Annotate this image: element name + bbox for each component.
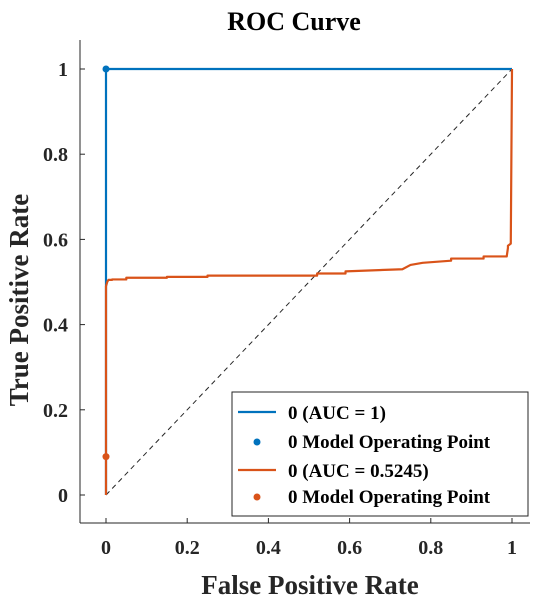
- legend-marker-operating-point-1: [253, 438, 261, 446]
- x-tick-label: 0.6: [337, 537, 362, 559]
- x-tick-label: 0: [101, 537, 111, 559]
- legend-box: [231, 391, 529, 517]
- axes: [79, 40, 530, 524]
- y-tick-label: 0.4: [43, 315, 68, 337]
- chart-title: ROC Curve: [227, 7, 361, 36]
- legend-label-series-1: 0 (AUC = 1): [288, 403, 386, 424]
- plot-lines: [102, 65, 514, 496]
- legend-marker-operating-point-2: [253, 493, 261, 501]
- legend-label-operating-point-1: 0 Model Operating Point: [288, 432, 491, 453]
- diagonal-reference-line: [105, 68, 513, 496]
- y-tick-label: 0: [58, 485, 68, 507]
- x-tick-label: 1: [507, 537, 517, 559]
- y-tick-label: 0.8: [43, 144, 68, 166]
- y-axis-label: True Positive Rate: [4, 194, 34, 406]
- operating-point-series-1: [102, 65, 110, 73]
- x-tick-label: 0.8: [418, 537, 443, 559]
- y-tick-label: 0.2: [43, 400, 68, 422]
- y-tick-label: 1: [58, 59, 68, 81]
- roc-curve-series-2: [104, 68, 514, 495]
- legend-label-series-2: 0 (AUC = 0.5245): [288, 461, 429, 482]
- x-axis-label: False Positive Rate: [201, 570, 418, 600]
- x-tick-label: 0.2: [175, 537, 200, 559]
- legend: 0 (AUC = 1) 0 Model Operating Point 0 (A…: [231, 391, 529, 517]
- legend-label-operating-point-2: 0 Model Operating Point: [288, 487, 491, 508]
- x-tick-label: 0.4: [256, 537, 281, 559]
- tick-labels: 0 0.2 0.4 0.6 0.8 1 0 0.2 0.4 0.6 0.8 1: [43, 59, 517, 559]
- operating-point-series-2: [102, 453, 110, 461]
- y-tick-label: 0.6: [43, 229, 68, 251]
